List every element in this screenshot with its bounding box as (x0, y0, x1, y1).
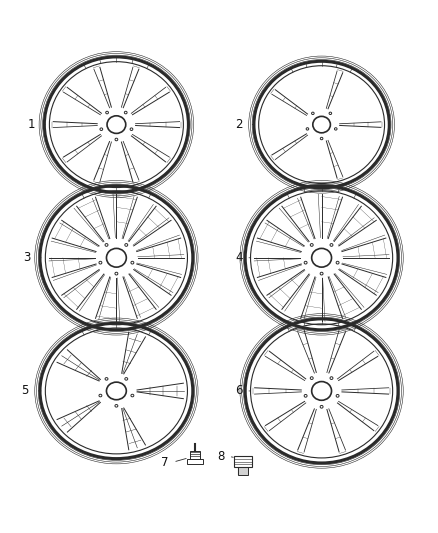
Ellipse shape (320, 406, 323, 408)
Ellipse shape (336, 394, 339, 397)
Ellipse shape (131, 394, 134, 397)
Text: 3: 3 (23, 251, 31, 264)
Ellipse shape (335, 128, 337, 130)
Ellipse shape (312, 248, 332, 267)
Ellipse shape (304, 261, 307, 264)
Text: 7: 7 (161, 456, 168, 469)
Ellipse shape (306, 128, 309, 130)
Ellipse shape (125, 244, 128, 246)
Ellipse shape (336, 261, 339, 264)
Ellipse shape (131, 261, 134, 264)
Ellipse shape (100, 128, 102, 131)
Ellipse shape (115, 138, 118, 141)
Bar (190, 451, 200, 459)
Ellipse shape (312, 382, 332, 400)
Ellipse shape (106, 248, 126, 267)
Ellipse shape (310, 377, 313, 379)
Ellipse shape (125, 377, 128, 380)
Ellipse shape (304, 394, 307, 397)
Ellipse shape (99, 261, 102, 264)
Text: 1: 1 (28, 118, 35, 131)
Ellipse shape (105, 244, 108, 246)
Ellipse shape (105, 377, 108, 380)
Ellipse shape (329, 112, 332, 115)
Ellipse shape (115, 405, 118, 407)
Text: 4: 4 (235, 251, 242, 264)
Ellipse shape (106, 382, 126, 400)
Ellipse shape (310, 244, 313, 246)
Ellipse shape (107, 116, 126, 133)
Text: 8: 8 (218, 450, 225, 463)
Ellipse shape (320, 272, 323, 275)
Ellipse shape (330, 377, 333, 379)
Ellipse shape (320, 138, 323, 140)
Bar (187, 458, 203, 464)
Ellipse shape (99, 394, 102, 397)
Ellipse shape (130, 128, 133, 131)
Bar (234, 456, 252, 467)
Ellipse shape (115, 272, 118, 275)
Ellipse shape (313, 116, 330, 133)
Ellipse shape (330, 244, 333, 246)
Text: 2: 2 (235, 118, 242, 131)
Text: 6: 6 (235, 384, 242, 398)
Ellipse shape (106, 111, 109, 114)
Text: 5: 5 (21, 384, 28, 398)
Ellipse shape (311, 112, 314, 115)
Bar (238, 467, 248, 475)
Ellipse shape (124, 111, 127, 114)
